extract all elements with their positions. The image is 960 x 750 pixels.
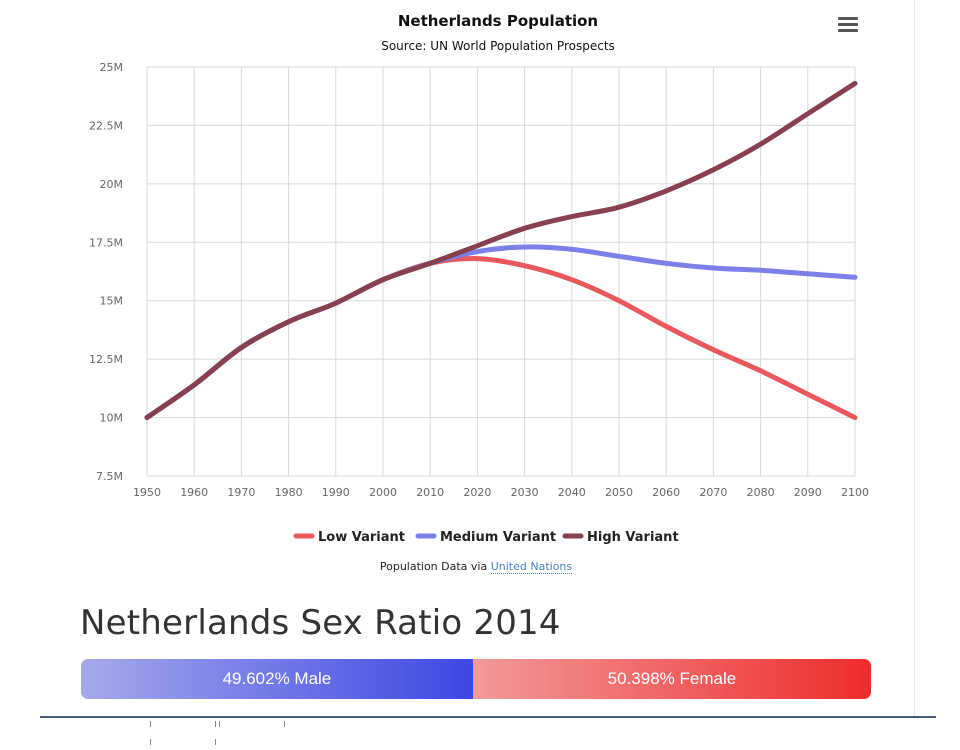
- male-ratio-segment: 49.602% Male: [81, 659, 473, 699]
- x-tick-label: 1980: [275, 486, 303, 499]
- sex-ratio-heading: Netherlands Sex Ratio 2014: [80, 603, 561, 643]
- x-tick-label: 2070: [699, 486, 727, 499]
- x-tick-label: 2080: [747, 486, 775, 499]
- chart-subtitle: Source: UN World Population Prospects: [381, 39, 615, 53]
- united-nations-link[interactable]: United Nations: [490, 560, 573, 574]
- x-tick-label: 2000: [369, 486, 397, 499]
- legend-item-high-variant[interactable]: High Variant: [562, 530, 679, 545]
- x-tick-label: 1960: [180, 486, 208, 499]
- legend-label: High Variant: [587, 530, 679, 545]
- x-tick-label: 2100: [841, 486, 869, 499]
- chart-menu-icon[interactable]: [838, 17, 858, 33]
- x-tick-label: 1990: [322, 486, 350, 499]
- data-credit: Population Data via United Nations: [0, 560, 952, 574]
- legend-label: Low Variant: [318, 530, 405, 545]
- x-tick-label: 2030: [511, 486, 539, 499]
- y-tick-label: 22.5M: [89, 119, 123, 132]
- medium-variant-line: [144, 244, 858, 421]
- y-tick-label: 20M: [100, 178, 124, 191]
- page-divider: [914, 0, 915, 718]
- x-tick-label: 2040: [558, 486, 586, 499]
- legend-label: Medium Variant: [440, 530, 556, 545]
- population-chart: Netherlands Population Source: UN World …: [89, 12, 869, 545]
- y-tick-label: 15M: [100, 295, 124, 308]
- y-tick-label: 25M: [100, 61, 124, 74]
- bottom-rule: [40, 716, 936, 718]
- legend-item-low-variant[interactable]: Low Variant: [293, 530, 405, 545]
- x-tick-label: 2090: [794, 486, 822, 499]
- y-tick-label: 7.5M: [96, 470, 123, 483]
- bottom-tabs: [150, 714, 355, 745]
- x-tick-label: 2010: [416, 486, 444, 499]
- y-tick-label: 17.5M: [89, 236, 123, 249]
- x-tick-label: 2020: [463, 486, 491, 499]
- sex-ratio-bar: 49.602% Male 50.398% Female: [81, 659, 871, 699]
- x-tick-label: 2050: [605, 486, 633, 499]
- x-tick-label: 2060: [652, 486, 680, 499]
- high-variant-line: [144, 80, 858, 421]
- female-ratio-segment: 50.398% Female: [472, 659, 871, 699]
- y-tick-label: 10M: [100, 412, 124, 425]
- chart-title: Netherlands Population: [398, 12, 598, 30]
- y-tick-label: 12.5M: [89, 353, 123, 366]
- x-tick-label: 1970: [227, 486, 255, 499]
- x-tick-label: 1950: [133, 486, 161, 499]
- credit-prefix: Population Data via: [379, 560, 488, 573]
- legend-item-medium-variant[interactable]: Medium Variant: [415, 530, 556, 545]
